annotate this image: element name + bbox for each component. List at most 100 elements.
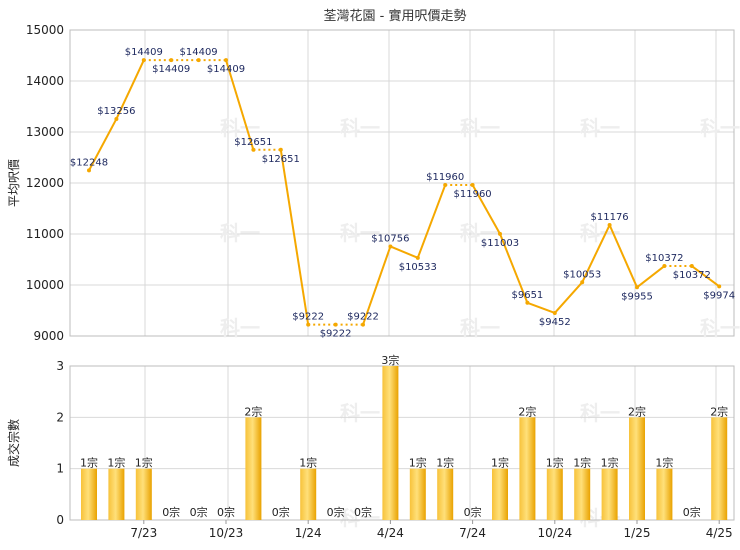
price-axis-tick-6: 15000 — [26, 23, 64, 37]
x-tick-label-1: 10/23 — [209, 526, 244, 540]
watermark-7: 科一 — [460, 221, 500, 245]
price-label-5: $14409 — [207, 64, 245, 75]
transaction-bar-panel: 0 1 2 3 1宗 1宗 1宗 0宗 0宗 0宗 2宗 0宗 1宗 0宗 0宗 3宗 1宗 1宗 0宗 1宗 2宗 1宗… — [6, 353, 735, 540]
watermark-9: 科一 — [220, 316, 260, 340]
price-line-segment-8 — [499, 233, 529, 304]
price-point-7 — [278, 147, 283, 152]
count-label-18: 1宗 — [573, 456, 591, 470]
price-point-18 — [580, 280, 585, 285]
count-bar-8 — [300, 468, 317, 520]
price-line-segment-9 — [527, 301, 556, 314]
price-point-12 — [415, 255, 420, 260]
x-tick-label-5: 10/24 — [538, 526, 573, 540]
watermark-3: 科一 — [580, 116, 620, 140]
watermark-12: 科一 — [340, 401, 380, 425]
watermark-5: 科一 — [220, 221, 260, 245]
count-bar-23 — [711, 417, 728, 520]
count-bar-1 — [108, 468, 125, 520]
count-label-15: 1宗 — [491, 456, 509, 470]
price-point-23 — [717, 284, 722, 289]
price-point-4 — [196, 58, 201, 63]
count-label-16: 2宗 — [518, 404, 536, 418]
price-label-10: $9222 — [347, 312, 379, 323]
count-bar-12 — [409, 468, 426, 520]
price-label-20: $9955 — [621, 291, 653, 302]
price-label-23: $9974 — [703, 290, 735, 301]
x-tick-label-2: 1/24 — [295, 526, 322, 540]
price-axis-label: 平均呎價 — [7, 159, 21, 207]
price-point-10 — [361, 322, 365, 327]
price-line-segment-7 — [471, 184, 501, 235]
price-label-11: $10756 — [371, 233, 409, 244]
price-point-22 — [689, 264, 694, 269]
count-label-21: 1宗 — [655, 456, 673, 470]
count-label-17: 1宗 — [546, 456, 564, 470]
price-point-13 — [443, 183, 448, 188]
count-label-0: 1宗 — [80, 456, 98, 470]
price-point-0 — [87, 168, 91, 173]
price-label-1: $13256 — [97, 106, 135, 117]
price-point-16 — [525, 300, 530, 305]
price-point-15 — [498, 231, 502, 236]
count-label-7: 0宗 — [272, 505, 290, 519]
price-label-18: $10053 — [563, 269, 601, 280]
count-label-8: 1宗 — [299, 456, 317, 470]
watermark-11: 科一 — [700, 316, 740, 340]
price-axis-tick-0: 9000 — [33, 329, 64, 343]
count-bar-16 — [519, 417, 536, 520]
price-label-12: $10533 — [399, 262, 437, 273]
top-plot-frame — [69, 29, 735, 337]
price-point-11 — [388, 244, 393, 249]
price-point-6 — [251, 147, 256, 152]
price-label-14: $11960 — [454, 189, 492, 200]
price-line-segment-12 — [608, 224, 638, 288]
price-point-14 — [470, 183, 475, 188]
count-axis-tick-2: 2 — [56, 410, 64, 424]
price-label-0: $12248 — [70, 157, 108, 168]
count-bar-18 — [574, 468, 591, 520]
count-bar-2 — [135, 468, 152, 520]
watermark-2: 科一 — [460, 116, 500, 140]
price-line-segment-4 — [362, 246, 392, 326]
count-label-22: 0宗 — [683, 505, 701, 519]
count-label-14: 0宗 — [464, 505, 482, 519]
price-point-9 — [333, 322, 338, 327]
price-label-3: $14409 — [152, 64, 190, 75]
price-line-segment-2 — [225, 59, 255, 151]
price-line-segment-11 — [581, 224, 611, 283]
count-bar-11 — [382, 366, 399, 520]
count-axis-label: 成交宗數 — [6, 419, 21, 467]
count-label-12: 1宗 — [409, 456, 427, 470]
count-bar-20 — [629, 417, 645, 520]
count-label-11: 3宗 — [381, 353, 399, 367]
price-label-15: $11003 — [481, 238, 519, 249]
watermark-0: 科一 — [220, 116, 260, 140]
x-tick-label-3: 4/24 — [377, 526, 404, 540]
price-line-segment-3 — [279, 149, 310, 325]
count-axis-tick-0: 0 — [56, 513, 64, 527]
bottom-plot-frame — [69, 365, 735, 521]
price-line-segment-5 — [390, 245, 419, 259]
watermark-13: 科一 — [580, 401, 620, 425]
watermark-4: 科一 — [700, 116, 740, 140]
price-axis-tick-4: 13000 — [26, 125, 64, 139]
x-tick-label-6: 1/25 — [624, 526, 651, 540]
count-label-13: 1宗 — [436, 456, 454, 470]
x-tick-label-7: 4/25 — [706, 526, 733, 540]
x-tick-label-0: 7/23 — [130, 526, 157, 540]
price-point-8 — [306, 322, 311, 327]
price-label-13: $11960 — [426, 172, 464, 183]
x-tick-label-4: 7/24 — [459, 526, 486, 540]
count-label-4: 0宗 — [190, 505, 208, 519]
count-label-10: 0宗 — [354, 505, 372, 519]
price-label-4: $14409 — [180, 47, 218, 58]
price-line-segment-13 — [636, 265, 666, 289]
price-line-segment-6 — [416, 184, 447, 259]
count-axis-tick-3: 3 — [56, 359, 64, 373]
price-label-21: $10372 — [645, 253, 683, 264]
price-label-16: $9651 — [511, 290, 543, 301]
count-bar-17 — [546, 468, 563, 520]
count-bar-21 — [656, 468, 673, 520]
